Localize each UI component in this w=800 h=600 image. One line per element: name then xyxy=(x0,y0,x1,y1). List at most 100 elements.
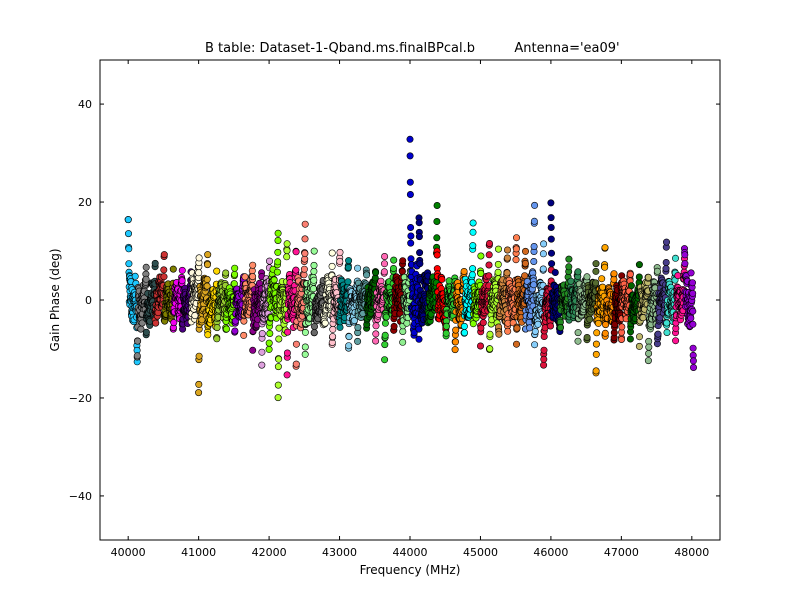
data-point xyxy=(275,355,283,363)
data-point xyxy=(486,330,494,338)
data-point xyxy=(231,270,239,278)
data-point xyxy=(380,268,388,276)
scatter-points xyxy=(124,135,697,402)
data-point xyxy=(583,273,591,281)
data-point xyxy=(406,152,414,160)
data-point xyxy=(663,328,671,336)
data-point xyxy=(687,314,695,322)
data-point xyxy=(328,262,336,270)
data-point xyxy=(309,285,317,293)
data-point xyxy=(539,250,547,258)
data-point xyxy=(671,254,679,262)
data-point xyxy=(416,260,424,268)
x-axis-label: Frequency (MHz) xyxy=(360,563,461,577)
data-point xyxy=(689,357,697,365)
x-tick-label: 40000 xyxy=(111,546,146,559)
x-tick-label: 43000 xyxy=(322,546,357,559)
data-point xyxy=(415,335,423,343)
data-point xyxy=(336,257,344,265)
data-point xyxy=(644,273,652,281)
data-point xyxy=(301,220,309,228)
data-point xyxy=(593,329,601,337)
data-point xyxy=(512,234,520,242)
data-point xyxy=(406,178,414,186)
data-point xyxy=(151,259,159,267)
data-point xyxy=(191,312,199,320)
data-point xyxy=(275,335,283,343)
data-point xyxy=(310,247,318,255)
data-point xyxy=(442,322,450,330)
x-tick-label: 47000 xyxy=(604,546,639,559)
data-point xyxy=(645,349,653,357)
data-point xyxy=(512,256,520,264)
data-point xyxy=(586,315,594,323)
data-point xyxy=(292,340,300,348)
data-point xyxy=(415,219,423,227)
data-point xyxy=(689,320,697,328)
data-point xyxy=(592,267,600,275)
data-point xyxy=(460,329,468,337)
data-point xyxy=(249,273,257,281)
data-point xyxy=(131,272,139,280)
data-point xyxy=(479,319,487,327)
data-point xyxy=(451,338,459,346)
data-point xyxy=(548,260,556,268)
x-tick-label: 48000 xyxy=(674,546,709,559)
data-point xyxy=(530,243,538,251)
data-point xyxy=(178,266,186,274)
data-point xyxy=(407,255,415,263)
data-point xyxy=(485,240,493,248)
data-point xyxy=(438,275,446,283)
data-point xyxy=(301,235,309,243)
data-point xyxy=(617,335,625,343)
data-point xyxy=(390,256,398,264)
data-point xyxy=(142,275,150,283)
data-point xyxy=(546,322,554,330)
data-point xyxy=(433,202,441,210)
data-point xyxy=(521,272,529,280)
data-point xyxy=(415,325,423,333)
data-point xyxy=(644,357,652,365)
data-point xyxy=(329,325,337,333)
data-point xyxy=(213,335,221,343)
data-point xyxy=(565,255,573,263)
data-point xyxy=(283,371,291,379)
data-point xyxy=(512,245,520,253)
data-point xyxy=(469,320,477,328)
data-point xyxy=(503,246,511,254)
data-point xyxy=(530,257,538,265)
data-point xyxy=(610,270,618,278)
data-point xyxy=(195,380,203,388)
data-point xyxy=(406,135,414,143)
data-point xyxy=(513,324,521,332)
data-point xyxy=(460,267,468,275)
data-point xyxy=(372,322,380,330)
data-point xyxy=(265,345,273,353)
data-point xyxy=(195,389,203,397)
data-point xyxy=(583,333,591,341)
data-point xyxy=(160,273,168,281)
data-point xyxy=(689,307,697,315)
data-point xyxy=(204,331,212,339)
data-point xyxy=(531,341,539,349)
data-point xyxy=(662,265,670,273)
data-point xyxy=(380,260,388,268)
data-point xyxy=(512,340,520,348)
data-point xyxy=(345,257,353,265)
data-point xyxy=(674,272,682,280)
data-point xyxy=(601,263,609,271)
data-point xyxy=(301,343,309,351)
data-point xyxy=(598,275,606,283)
x-tick-label: 46000 xyxy=(533,546,568,559)
data-point xyxy=(310,276,318,284)
data-point xyxy=(503,254,511,262)
data-point xyxy=(540,355,548,363)
data-point xyxy=(574,337,582,345)
data-point xyxy=(618,323,626,331)
data-point xyxy=(125,260,133,268)
data-point xyxy=(381,341,389,349)
data-point xyxy=(672,337,680,345)
y-axis-label: Gain Phase (deg) xyxy=(48,248,62,351)
data-point xyxy=(381,319,389,327)
